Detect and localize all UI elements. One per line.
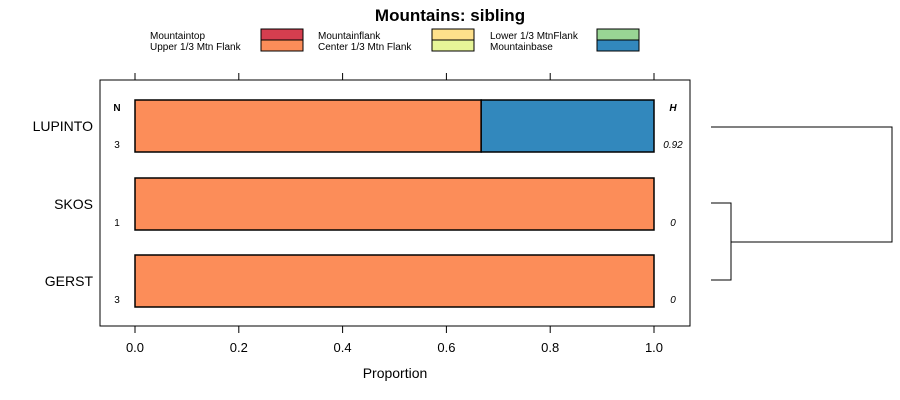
n-value: 3: [114, 140, 120, 151]
legend-label: Center 1/3 Mtn Flank: [318, 42, 412, 53]
plot-frame: [99, 79, 691, 327]
n-value: 3: [114, 295, 120, 306]
x-tick-label: 0.6: [437, 340, 455, 355]
h-header: H: [669, 103, 677, 114]
x-tick-label: 0.8: [541, 340, 559, 355]
legend-label: Lower 1/3 MtnFlank: [490, 31, 579, 42]
legend-label: Mountainbase: [490, 42, 553, 53]
x-axis-label: Proportion: [363, 365, 428, 381]
n-value: 1: [114, 218, 120, 229]
dendrogram-branches: [711, 126, 893, 281]
legend-swatch: [260, 28, 304, 41]
category-labels: LUPINTO SKOS GERST: [33, 118, 94, 289]
x-tick-label: 1.0: [645, 340, 663, 355]
legend-label: Upper 1/3 Mtn Flank: [150, 42, 242, 53]
h-value: 0.92: [663, 140, 683, 151]
bar-segment: [134, 177, 655, 231]
legend-swatch: [431, 39, 475, 52]
chart-title: Mountains: sibling: [375, 6, 525, 25]
bar-segment: [480, 99, 655, 153]
category-label: GERST: [45, 273, 94, 289]
dendrogram: [711, 126, 893, 281]
bar-segment: [134, 254, 655, 308]
category-label: SKOS: [54, 196, 93, 212]
annotations: N H 3 0.92 1 0 3 0: [113, 103, 683, 306]
legend-label: Mountainflank: [318, 31, 381, 42]
h-value: 0: [670, 218, 676, 229]
h-value: 0: [670, 295, 676, 306]
legend-label: Mountaintop: [150, 31, 205, 42]
legend-swatch: [596, 39, 640, 52]
category-label: LUPINTO: [33, 118, 94, 134]
legend-swatch: [260, 39, 304, 52]
x-tick-label: 0.4: [334, 340, 352, 355]
bar-segment: [134, 99, 482, 153]
n-header: N: [113, 103, 120, 114]
bars: [134, 99, 655, 308]
legend-swatch: [431, 28, 475, 41]
legend-swatch: [596, 28, 640, 41]
x-tick-label: 0.0: [126, 340, 144, 355]
x-axis: 0.0 0.2 0.4 0.6 0.8 1.0: [126, 73, 663, 355]
x-tick-label: 0.2: [230, 340, 248, 355]
